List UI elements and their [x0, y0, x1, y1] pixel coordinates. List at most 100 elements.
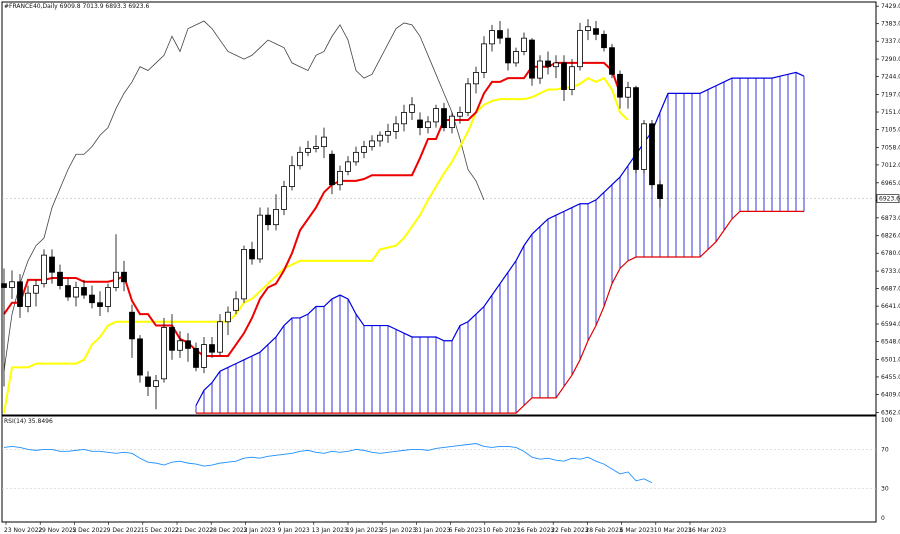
date-tick-label: 10 Mar 2023 [654, 527, 692, 534]
bull-candle-body [489, 30, 495, 45]
bear-candle-body [129, 311, 135, 340]
bull-candle-body [553, 62, 559, 68]
rsi-tick-label: 0 [881, 515, 885, 522]
date-tick-label: 19 Jan 2023 [346, 527, 382, 534]
bear-candle-body [601, 33, 607, 49]
price-tick-label: 7290.0 [881, 56, 900, 63]
price-tick-label: 6733.0 [881, 268, 900, 275]
price-tick-label: 6362.0 [881, 409, 900, 416]
bear-candle-body [265, 214, 271, 226]
rsi-panel: 100 70 30 0 RSI(14) 35.8496 [1, 415, 893, 523]
price-tick-label: 7244.0 [881, 74, 900, 81]
bull-candle-body [281, 186, 287, 210]
bull-candle-body [273, 209, 279, 226]
bull-candle-body [537, 60, 543, 79]
date-tick-label: 3 Jan 2023 [243, 527, 275, 534]
date-tick-label: 21 Dec 2022 [175, 527, 214, 534]
bull-candle-body [393, 123, 399, 132]
indicator-lines [3, 20, 629, 414]
bull-candle-body [233, 298, 239, 311]
senkou-span-b-line [196, 210, 804, 414]
bull-candle-body [361, 146, 367, 153]
bull-candle-body [385, 131, 391, 136]
bull-candle-body [473, 72, 479, 85]
bull-candle-body [73, 287, 79, 298]
bear-candle-body [633, 87, 639, 170]
price-tick-label: 6780.0 [881, 250, 900, 257]
bull-candle-body [377, 134, 383, 142]
bear-candle-body [65, 285, 71, 298]
date-tick-label: 6 Mar 2023 [620, 527, 654, 534]
bull-candle-body [153, 380, 159, 387]
rsi-tick-label: 100 [881, 417, 893, 424]
bear-candle-body [185, 340, 191, 349]
bear-candle-body [145, 376, 151, 387]
last-price-box [876, 194, 900, 203]
bear-candle-body [89, 294, 95, 304]
bull-candle-body [401, 111, 407, 125]
price-tick-label: 6826.0 [881, 233, 900, 240]
bear-candle-body [49, 256, 55, 273]
date-tick-label: 15 Dec 2022 [141, 527, 180, 534]
chart-title: #FRANCE40,Daily 6909.8 7013.9 6893.3 692… [4, 3, 150, 10]
date-tick-label: 23 Nov 2022 [4, 527, 43, 534]
rsi-line [3, 443, 653, 484]
bear-candle-body [329, 153, 335, 186]
price-tick-label: 6501.0 [881, 356, 900, 363]
bear-candle-body [209, 344, 215, 353]
date-tick-label: 16 Mar 2023 [688, 527, 726, 534]
bear-candle-body [249, 249, 255, 260]
bull-candle-body [257, 214, 263, 260]
price-tick-label: 6548.0 [881, 339, 900, 346]
bull-candle-body [113, 271, 119, 288]
bear-candle-body [1, 283, 7, 288]
bear-candle-body [609, 47, 615, 75]
last-price-label: 6923.6 [879, 196, 900, 203]
tenkan-sen-line [3, 61, 621, 357]
bull-candle-body [409, 104, 415, 113]
price-tick-label: 7105.0 [881, 127, 900, 134]
date-tick-label: 6 Feb 2023 [449, 527, 483, 534]
bull-candle-body [313, 146, 319, 149]
price-axis: 7429.0 7383.0 7337.0 7290.0 7244.0 7197.0 7151… [1, 1, 900, 416]
bull-candle-body [641, 123, 647, 170]
price-tick-label: 7337.0 [881, 38, 900, 45]
date-tick-label: 9 Jan 2023 [278, 527, 310, 534]
date-tick-label: 13 Jan 2023 [312, 527, 348, 534]
rsi-tick-label: 30 [881, 486, 889, 493]
bear-candle-body [497, 30, 503, 39]
bull-candle-body [177, 340, 183, 351]
bear-candle-body [505, 37, 511, 64]
bull-candle-body [369, 140, 375, 148]
bear-candle-body [417, 119, 423, 129]
bull-candle-body [513, 51, 519, 64]
bull-candle-body [625, 87, 631, 98]
price-tick-label: 7383.0 [881, 21, 900, 28]
bear-candle-body [617, 73, 623, 98]
senkou-span-a-line [195, 71, 805, 406]
bull-candle-body [481, 43, 487, 73]
bear-candle-body [169, 327, 175, 351]
bear-candle-body [593, 28, 599, 35]
bull-candle-body [225, 311, 231, 323]
bull-candle-body [337, 170, 343, 186]
bull-candle-body [569, 66, 575, 90]
bear-candle-body [561, 62, 567, 90]
price-tick-label: 6873.0 [881, 215, 900, 222]
bear-candle-body [137, 338, 143, 376]
bear-candle-body [193, 347, 199, 368]
date-tick-label: 10 Feb 2023 [483, 527, 521, 534]
date-tick-label: 31 Jan 2023 [414, 527, 450, 534]
bull-candle-body [353, 151, 359, 163]
bear-candle-body [121, 271, 127, 283]
bull-candle-body [33, 285, 39, 294]
date-tick-label: 9 Dec 2022 [107, 527, 142, 534]
bull-candle-body [577, 30, 583, 68]
price-tick-label: 7012.0 [881, 162, 900, 169]
price-tick-label: 6594.0 [881, 321, 900, 328]
bull-candle-body [161, 327, 167, 380]
bear-candle-body [529, 39, 535, 79]
bull-candle-body [465, 83, 471, 113]
date-tick-label: 25 Jan 2023 [380, 527, 416, 534]
bull-candle-body [241, 249, 247, 300]
